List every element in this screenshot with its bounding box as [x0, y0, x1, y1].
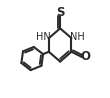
Text: HN: HN: [36, 32, 50, 42]
Text: NH: NH: [70, 32, 84, 42]
Text: S: S: [56, 6, 64, 19]
Text: O: O: [81, 50, 91, 63]
